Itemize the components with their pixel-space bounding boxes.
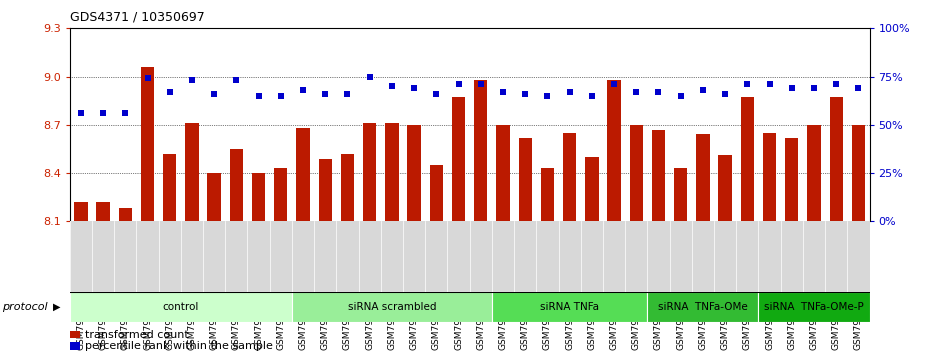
Text: protocol: protocol [2, 302, 47, 312]
Text: ▶: ▶ [53, 302, 60, 312]
Point [73, 110, 88, 116]
Text: percentile rank within the sample: percentile rank within the sample [85, 341, 272, 351]
Bar [70, 292, 292, 322]
Text: siRNA TNFa: siRNA TNFa [540, 302, 599, 312]
Point [496, 89, 511, 95]
Bar [292, 292, 492, 322]
Bar [452, 97, 465, 221]
Text: GDS4371 / 10350697: GDS4371 / 10350697 [70, 11, 205, 24]
Point [673, 93, 688, 99]
Point [251, 93, 266, 99]
Bar [185, 123, 199, 221]
Bar [163, 154, 177, 221]
Bar [630, 125, 643, 221]
Bar [519, 138, 532, 221]
Point [451, 81, 466, 87]
Point [406, 85, 421, 91]
Point [384, 83, 399, 89]
Bar [807, 125, 820, 221]
Bar [319, 159, 332, 221]
Point [718, 91, 733, 97]
Bar [674, 168, 687, 221]
Point [473, 81, 488, 87]
Point [296, 87, 311, 93]
Point [784, 85, 799, 91]
Bar [97, 202, 110, 221]
Point [140, 76, 155, 81]
Point [540, 93, 555, 99]
Bar [759, 292, 870, 322]
Bar [385, 123, 399, 221]
Bar [430, 165, 443, 221]
Point [340, 91, 355, 97]
Point [518, 91, 533, 97]
Point [696, 87, 711, 93]
Point [184, 78, 199, 83]
Point [229, 78, 244, 83]
Bar [852, 125, 865, 221]
Bar [647, 292, 759, 322]
Bar [763, 133, 777, 221]
Point [829, 81, 844, 87]
Bar [740, 97, 754, 221]
Point [806, 85, 821, 91]
Point [651, 89, 666, 95]
Bar [207, 173, 220, 221]
Bar [407, 125, 420, 221]
Bar [785, 138, 799, 221]
Point [118, 110, 133, 116]
Point [562, 89, 577, 95]
Bar [252, 173, 265, 221]
Bar [830, 97, 843, 221]
Text: siRNA  TNFa-OMe: siRNA TNFa-OMe [658, 302, 748, 312]
Bar [474, 80, 487, 221]
Point [740, 81, 755, 87]
Point [273, 93, 288, 99]
Point [318, 91, 333, 97]
Text: siRNA scrambled: siRNA scrambled [348, 302, 436, 312]
Bar [585, 157, 599, 221]
Bar [230, 149, 243, 221]
Text: transformed count: transformed count [85, 330, 189, 339]
Bar [119, 209, 132, 221]
Point [584, 93, 599, 99]
Bar [719, 155, 732, 221]
Point [363, 74, 378, 79]
Bar [140, 67, 154, 221]
Bar [274, 168, 287, 221]
Bar [697, 135, 710, 221]
Point [762, 81, 777, 87]
Point [851, 85, 866, 91]
Point [629, 89, 644, 95]
Bar [497, 125, 510, 221]
Point [96, 110, 111, 116]
Bar [652, 130, 665, 221]
Point [429, 91, 444, 97]
Point [206, 91, 221, 97]
Text: control: control [163, 302, 199, 312]
Bar [340, 154, 354, 221]
Bar [607, 80, 620, 221]
Bar [540, 168, 554, 221]
Text: siRNA  TNFa-OMe-P: siRNA TNFa-OMe-P [764, 302, 864, 312]
Bar [74, 202, 87, 221]
Bar [563, 133, 577, 221]
Bar [297, 128, 310, 221]
Bar [363, 123, 377, 221]
Bar [492, 292, 647, 322]
Point [162, 89, 177, 95]
Point [606, 81, 621, 87]
